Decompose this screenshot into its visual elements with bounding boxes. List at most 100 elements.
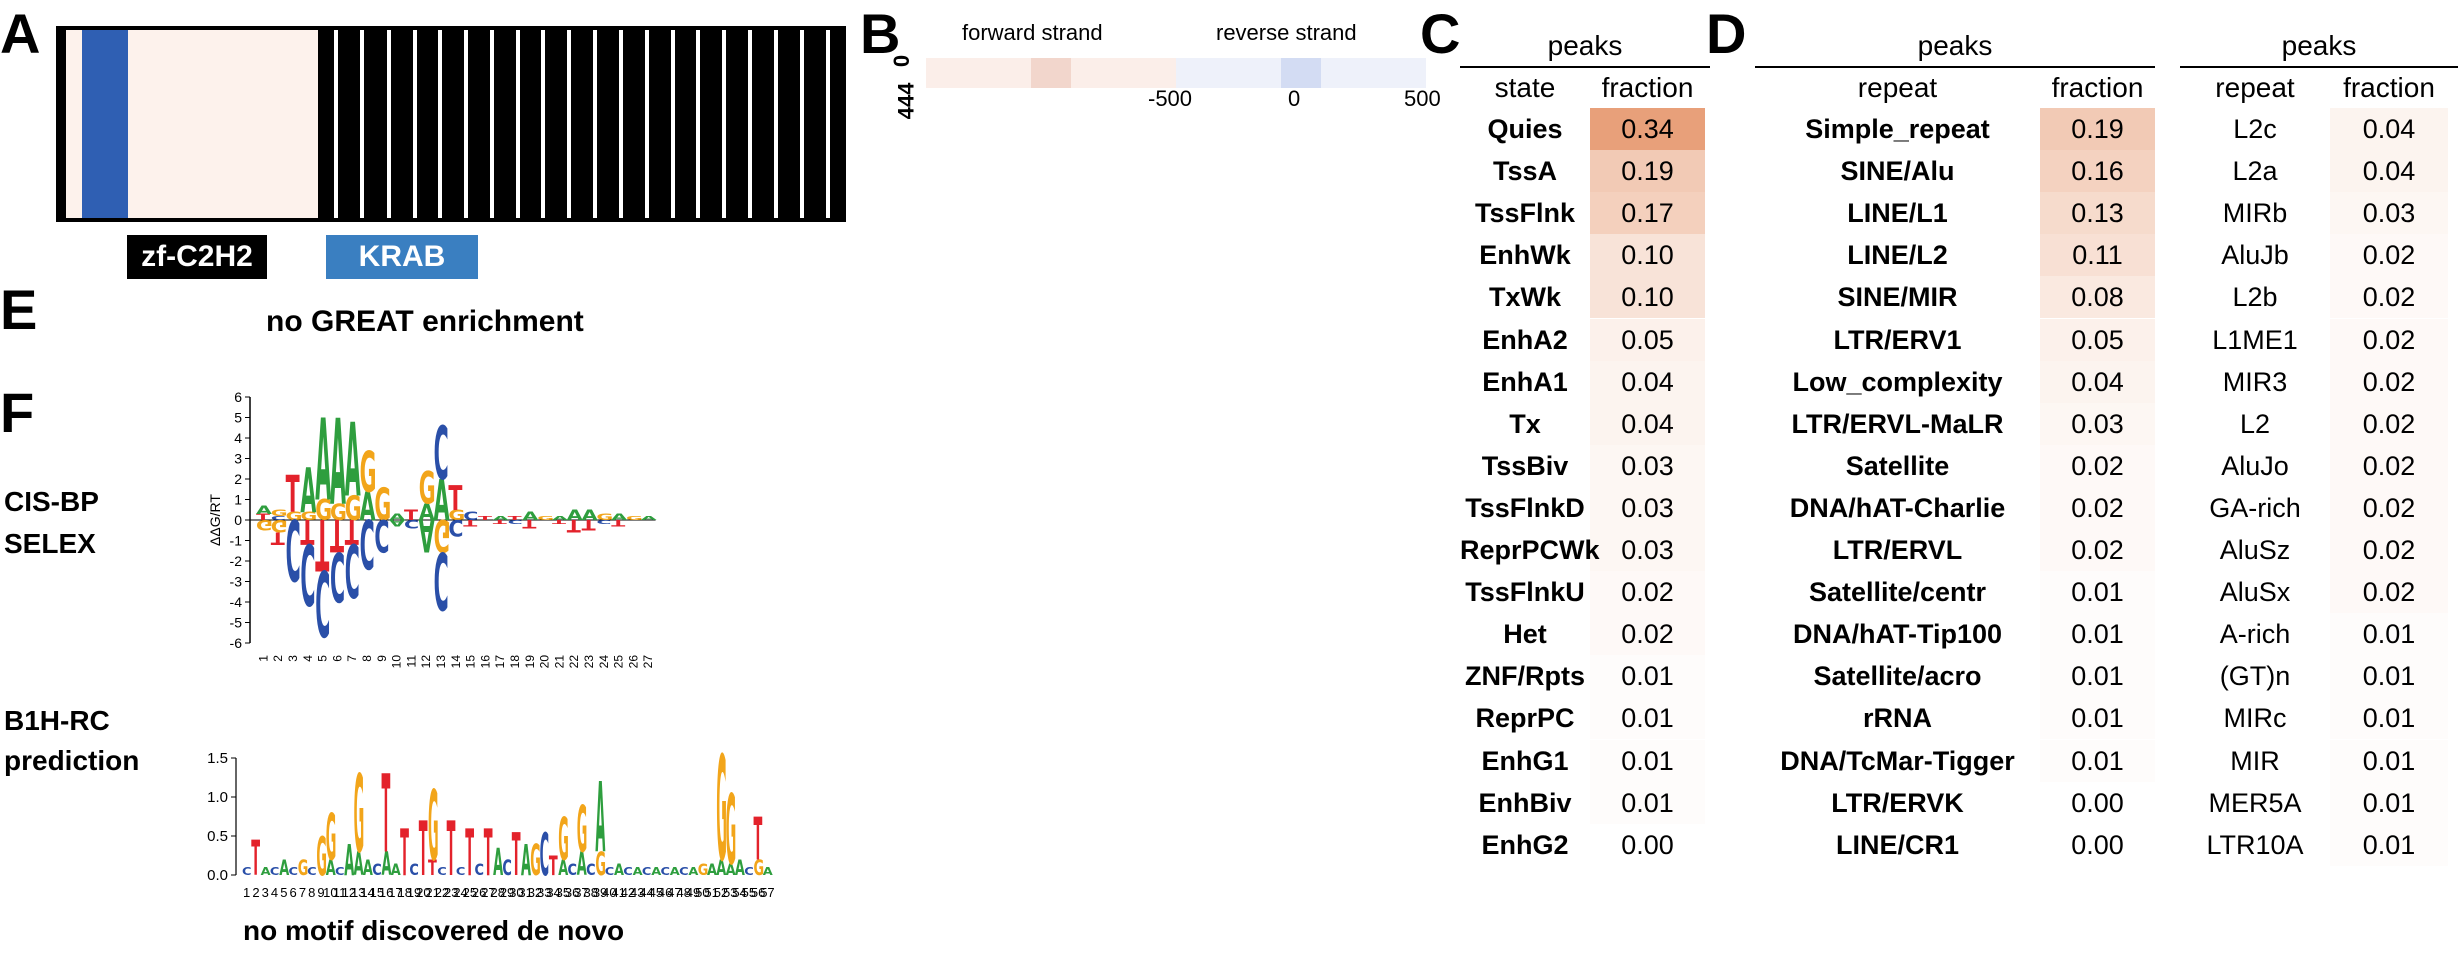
b1h-x-tick-label: 18 bbox=[398, 885, 412, 900]
zf-finger-16 bbox=[722, 30, 726, 218]
logo-letter-A: A bbox=[614, 861, 625, 880]
zf-finger-12 bbox=[619, 30, 623, 218]
table-col-header-name: state bbox=[1494, 72, 1556, 103]
logo-glyph-A: A bbox=[354, 845, 364, 883]
logo-glyph-G: G bbox=[726, 775, 737, 887]
logo-glyph-A: A bbox=[763, 865, 774, 878]
table-row-fraction: 0.19 bbox=[2071, 114, 2124, 144]
table-heat-cell bbox=[2040, 613, 2155, 656]
zf-finger-18 bbox=[774, 30, 778, 218]
logo-letter-A: A bbox=[315, 397, 331, 528]
table-row-name: Satellite/acro bbox=[1813, 661, 1982, 692]
logo-letter-G: G bbox=[726, 775, 737, 887]
logo-glyph-G: G bbox=[537, 515, 554, 522]
table-row-name: Low_complexity bbox=[1792, 366, 2003, 397]
logo-letter-G: G bbox=[326, 800, 337, 875]
great-enrichment-text: no GREAT enrichment bbox=[266, 305, 584, 338]
table-header-rule bbox=[1460, 66, 1710, 68]
table-heat-cell bbox=[1590, 781, 1705, 824]
table-row-fraction: 0.01 bbox=[2362, 703, 2416, 734]
logo-glyph-T: T bbox=[404, 508, 418, 524]
b1h-x-tick-label: 17 bbox=[388, 885, 402, 900]
logo-letter-C: C bbox=[404, 517, 419, 530]
logo-glyph-A: A bbox=[279, 857, 289, 881]
logo-letter-T: T bbox=[419, 805, 428, 893]
logo-glyph-A: A bbox=[595, 763, 605, 875]
table-heat-cell bbox=[1590, 444, 1705, 487]
logo-letter-A: A bbox=[326, 857, 336, 881]
logo-letter-C: C bbox=[345, 527, 360, 613]
logo-letter-T: T bbox=[484, 815, 493, 890]
logo-glyph-A: A bbox=[345, 403, 361, 521]
logo-glyph-G: G bbox=[315, 494, 332, 527]
logo-glyph-C: C bbox=[330, 537, 345, 615]
table-row-fraction: 0.01 bbox=[2362, 619, 2416, 650]
logo-letter-A: A bbox=[419, 500, 435, 526]
logo-letter-T: T bbox=[251, 831, 260, 887]
table-heat-cell bbox=[2330, 529, 2448, 572]
table-heat-cell bbox=[2330, 108, 2448, 151]
logo-glyph-T: T bbox=[251, 831, 260, 887]
reverse-strand-label: reverse strand bbox=[1216, 20, 1357, 45]
table-row-fraction: 0.01 bbox=[2071, 745, 2124, 776]
b1h-x-tick-label: 35 bbox=[556, 885, 570, 900]
table-row-name: AluJo bbox=[2221, 450, 2289, 481]
strand-heatmap bbox=[926, 58, 1426, 88]
table-heat-cell bbox=[1590, 360, 1705, 403]
zf-finger-9 bbox=[541, 30, 545, 218]
logo-glyph-C: C bbox=[448, 514, 463, 540]
logo-glyph-G: G bbox=[286, 510, 303, 523]
logo-letter-C: C bbox=[502, 857, 511, 881]
logo-letter-A: A bbox=[493, 840, 503, 884]
cisbp-x-tick-label: 18 bbox=[508, 655, 522, 669]
table-row-name: ReprPCWk bbox=[1460, 535, 1600, 565]
logo-letter-G: G bbox=[300, 510, 317, 523]
logo-glyph-G: G bbox=[698, 861, 709, 880]
logo-glyph-G: G bbox=[271, 516, 288, 535]
logo-glyph-T: T bbox=[582, 516, 596, 532]
logo-glyph-T: T bbox=[286, 466, 300, 525]
table-heat-cell bbox=[2040, 655, 2155, 698]
table-row-name: TxWk bbox=[1488, 282, 1561, 313]
logo-letter-C: C bbox=[568, 861, 577, 880]
b1h-x-tick-label: 37 bbox=[574, 885, 588, 900]
table-row-fraction: 0.16 bbox=[2071, 156, 2124, 187]
b1h-x-tick-label: 38 bbox=[584, 885, 598, 900]
zf-finger-7 bbox=[490, 30, 494, 218]
logo-letter-A: A bbox=[493, 515, 509, 522]
logo-letter-C: C bbox=[605, 865, 614, 878]
table-row-fraction: 0.04 bbox=[1621, 408, 1674, 439]
table-group-header: peaks bbox=[2281, 30, 2357, 61]
zf-finger-20 bbox=[826, 30, 830, 218]
logo-letter-A: A bbox=[577, 845, 587, 883]
logo-glyph-A: A bbox=[688, 865, 699, 878]
logo-glyph-C: C bbox=[463, 510, 478, 523]
logo-glyph-T: T bbox=[484, 815, 493, 890]
logo-letter-C: C bbox=[475, 861, 484, 880]
cisbp-label-line2: SELEX bbox=[4, 528, 96, 559]
logo-letter-A: A bbox=[330, 394, 346, 532]
table-row-name: Tx bbox=[1509, 408, 1541, 439]
cisbp-x-tick-label: 1 bbox=[256, 655, 270, 662]
logo-glyph-T: T bbox=[382, 752, 391, 877]
table-row-fraction: 0.04 bbox=[2071, 366, 2124, 397]
heatmap-y-bottom-tick: 444 bbox=[893, 82, 919, 120]
logo-letter-G: G bbox=[558, 807, 569, 875]
table-heat-cell bbox=[2330, 739, 2448, 782]
cisbp-label-line1: CIS-BP bbox=[4, 486, 99, 517]
table-row-fraction: 0.03 bbox=[1621, 492, 1674, 523]
table-row-name: AluSz bbox=[2219, 535, 2291, 565]
logo-glyph-A: A bbox=[360, 485, 376, 530]
logo-letter-C: C bbox=[271, 515, 286, 522]
b1h-x-tick-label: 1 bbox=[243, 885, 250, 900]
table-row-fraction: 0.03 bbox=[2071, 408, 2124, 439]
logo-letter-C: C bbox=[300, 524, 315, 622]
logo-letter-A: A bbox=[391, 861, 402, 880]
b1h-x-tick-label: 3 bbox=[262, 885, 269, 900]
logo-glyph-T: T bbox=[300, 512, 314, 552]
cisbp-y-tick-label: 2 bbox=[234, 471, 242, 487]
logo-glyph-A: A bbox=[363, 857, 373, 881]
table-row-fraction: 0.02 bbox=[2362, 450, 2416, 481]
cisbp-x-tick-label: 6 bbox=[330, 655, 344, 662]
logo-letter-A: A bbox=[300, 454, 316, 526]
